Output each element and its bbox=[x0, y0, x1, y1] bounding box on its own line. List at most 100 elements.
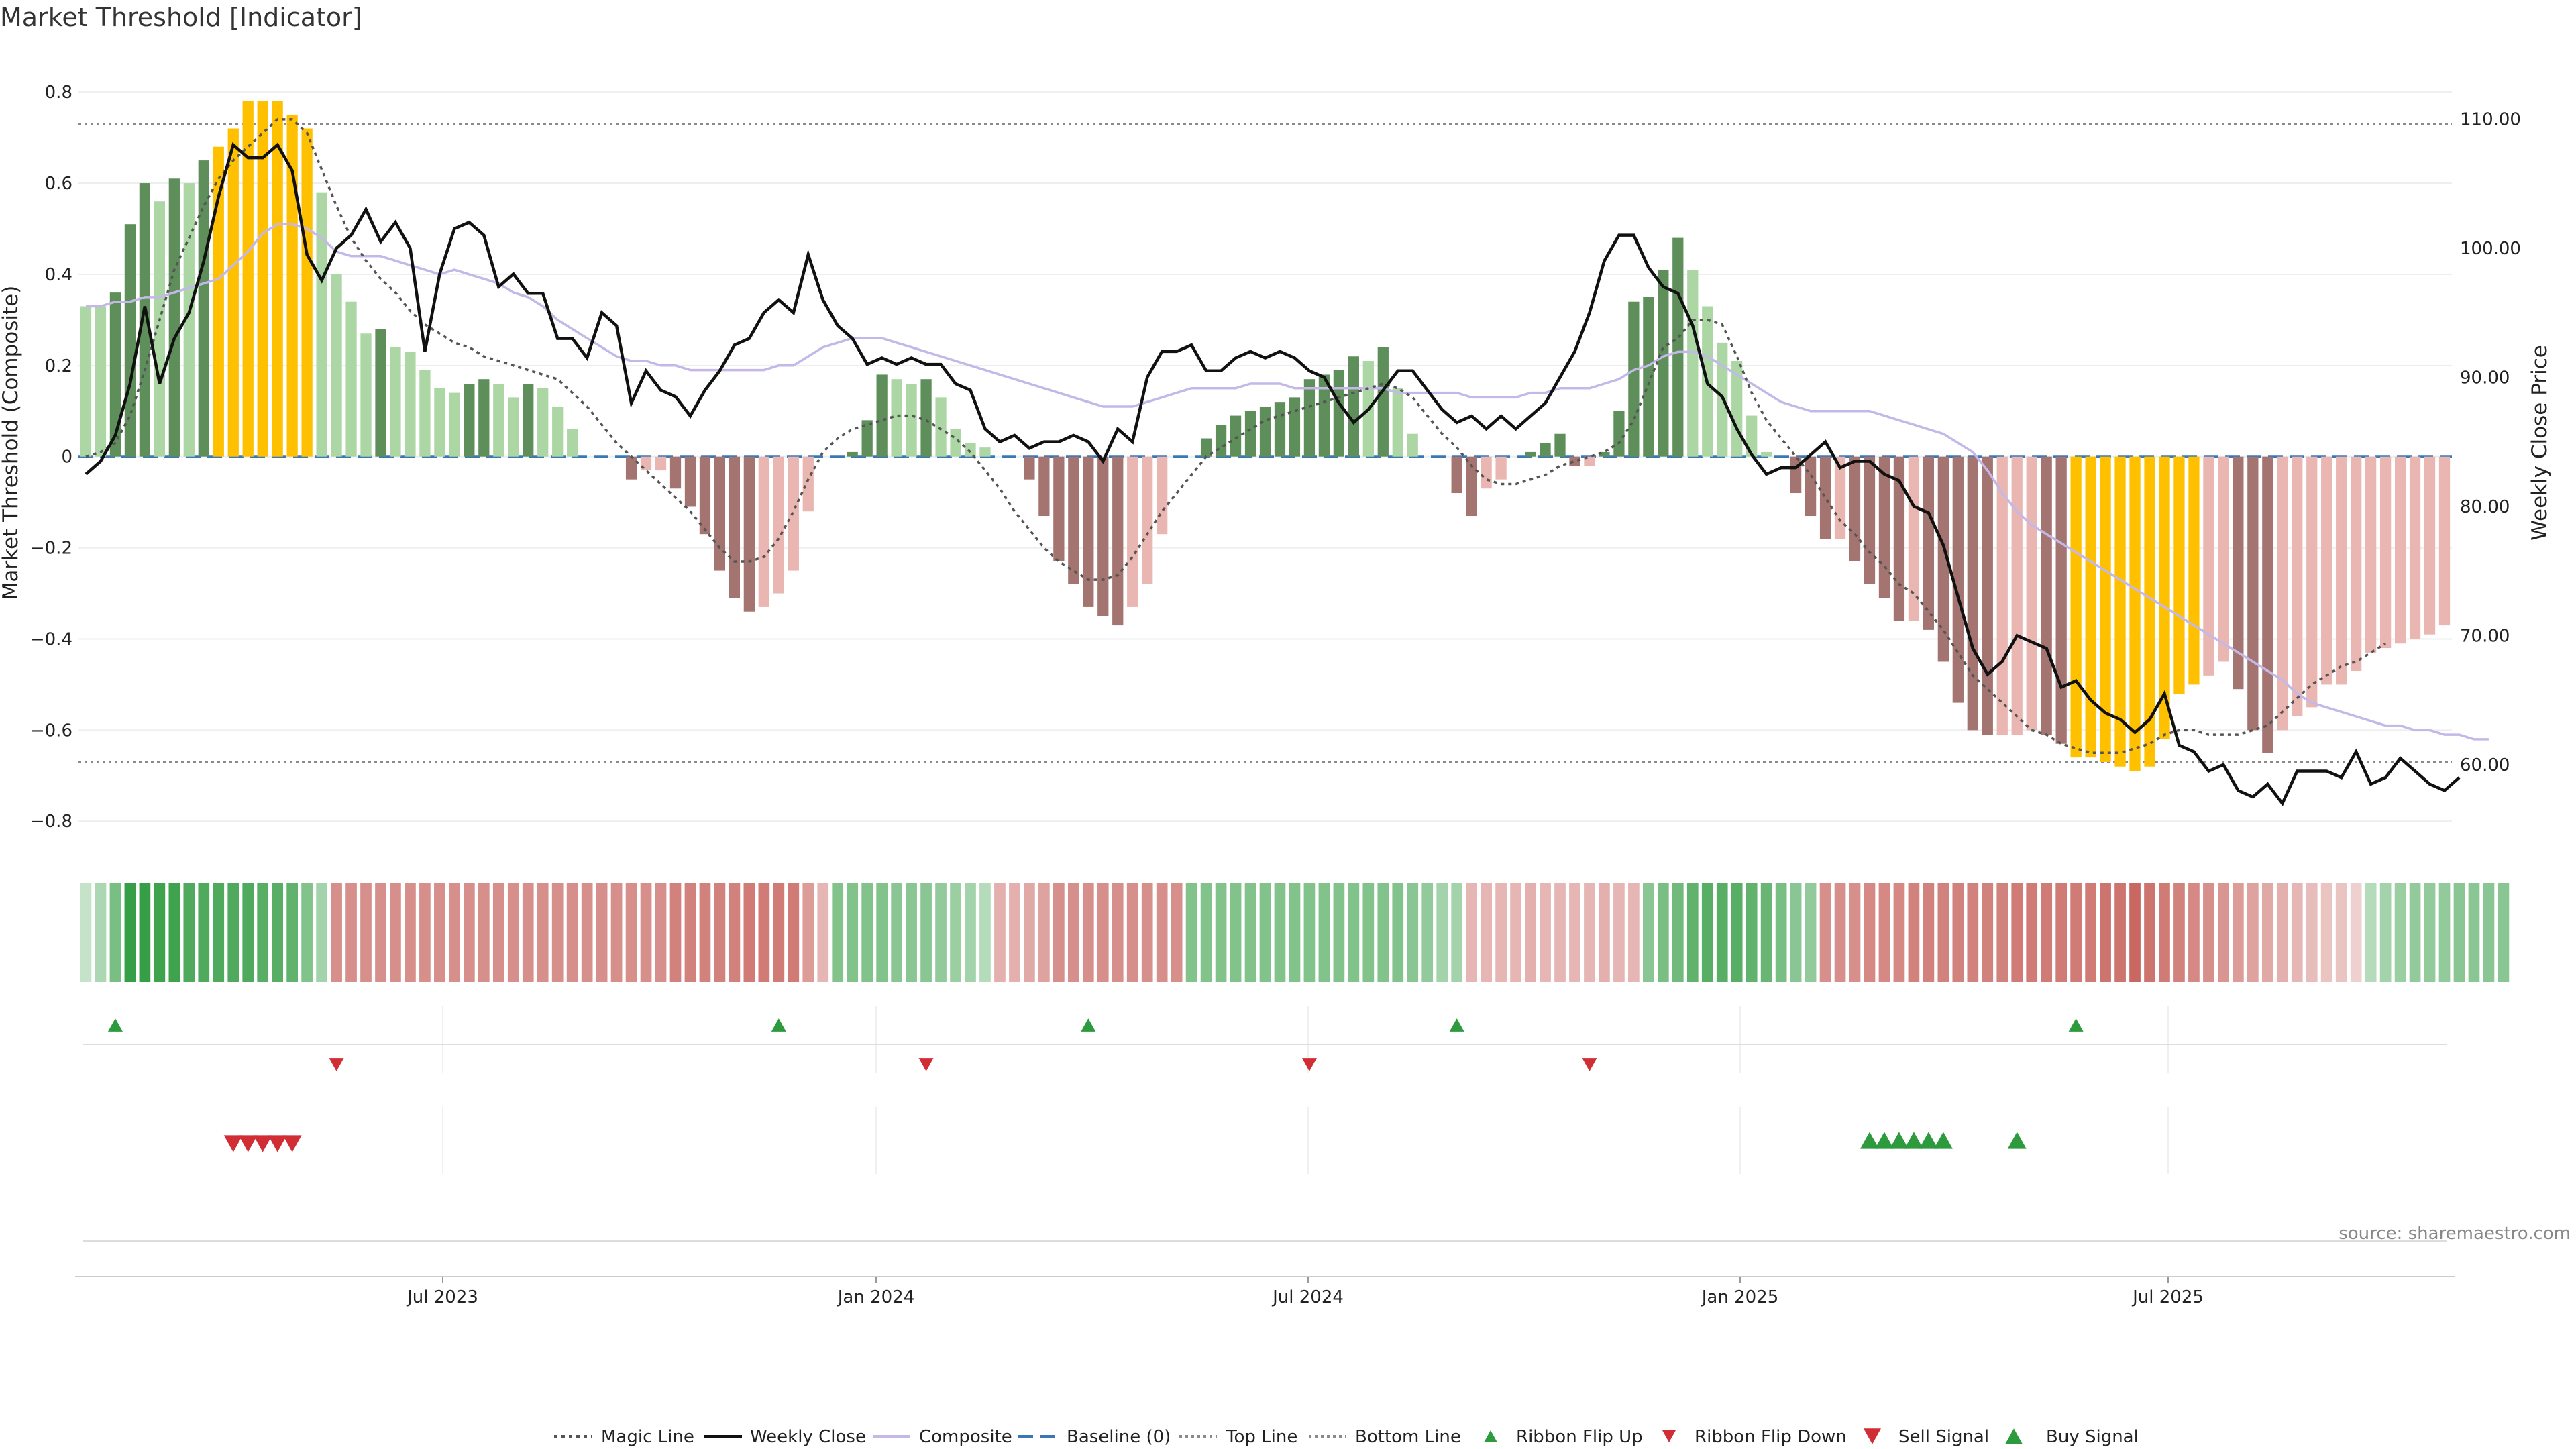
composite-bar bbox=[508, 397, 519, 457]
ribbon-cell bbox=[743, 883, 755, 982]
composite-bar bbox=[2055, 456, 2067, 744]
ribbon-cell bbox=[1141, 883, 1153, 982]
y-ticks-right: 110.00 100.00 90.00 80.00 70.00 60.00 bbox=[2460, 109, 2521, 775]
composite-bar bbox=[227, 128, 239, 457]
ribbon-cell bbox=[463, 883, 475, 982]
composite-bar bbox=[684, 456, 696, 507]
ribbon-cell bbox=[1540, 883, 1551, 982]
ribbon-cell bbox=[80, 883, 92, 982]
composite-bar bbox=[2292, 456, 2303, 716]
ribbon-cell bbox=[257, 883, 269, 982]
ribbon-cell bbox=[1672, 883, 1684, 982]
buy-signal-marker bbox=[1919, 1132, 1938, 1149]
composite-bar bbox=[2129, 456, 2141, 771]
ribbon-cell bbox=[1923, 883, 1935, 982]
ribbon-cell bbox=[331, 883, 342, 982]
composite-bar bbox=[876, 374, 888, 457]
composite-bar bbox=[552, 406, 564, 457]
composite-bar bbox=[567, 429, 578, 457]
legend: Magic Line Weekly Close Composite Baseline … bbox=[554, 1427, 2139, 1447]
signal-rows bbox=[83, 1006, 2447, 1242]
legend-label: Top Line bbox=[1226, 1427, 1297, 1447]
composite-bar bbox=[1142, 456, 1153, 584]
x-tick-label: Jul 2024 bbox=[1271, 1287, 1344, 1307]
ribbon-cell bbox=[2144, 883, 2155, 982]
ribbon-cell bbox=[124, 883, 136, 982]
composite-bar bbox=[2336, 456, 2347, 685]
composite-bar bbox=[405, 352, 416, 457]
ribbon-cell bbox=[1937, 883, 1949, 982]
ribbon-cell bbox=[1952, 883, 1964, 982]
ribbon-cell bbox=[1082, 883, 1094, 982]
composite-bar bbox=[1407, 433, 1418, 457]
ribbon-cell bbox=[1392, 883, 1404, 982]
ribbon-cell bbox=[478, 883, 490, 982]
ribbon-cell bbox=[2335, 883, 2347, 982]
legend-label: Sell Signal bbox=[1898, 1427, 1989, 1447]
ribbon-cell bbox=[2498, 883, 2510, 982]
ribbon-cell bbox=[286, 883, 298, 982]
composite-bar bbox=[1952, 456, 1964, 703]
ribbon-cell bbox=[655, 883, 667, 982]
composite-bar bbox=[1333, 370, 1345, 457]
y-tick-left: 0.4 bbox=[45, 265, 72, 285]
ribbon-cell bbox=[2261, 883, 2273, 982]
ribbon-cell bbox=[861, 883, 873, 982]
ribbon-cell bbox=[1171, 883, 1183, 982]
ribbon-flip-down-marker bbox=[1301, 1058, 1317, 1071]
ribbon-cell bbox=[213, 883, 225, 982]
composite-bar bbox=[1967, 456, 1978, 731]
ribbon-cell bbox=[1466, 883, 1478, 982]
ribbon-cell bbox=[817, 883, 829, 982]
ribbon-cell bbox=[1746, 883, 1758, 982]
composite-bars bbox=[80, 101, 2451, 771]
ribbon-cell bbox=[2306, 883, 2318, 982]
ribbon-cell bbox=[920, 883, 932, 982]
composite-bar bbox=[154, 201, 165, 457]
composite-bar bbox=[95, 306, 107, 457]
ribbon-cell bbox=[1805, 883, 1817, 982]
composite-bar bbox=[213, 146, 224, 457]
composite-bar bbox=[1466, 456, 1477, 517]
composite-bar bbox=[1746, 415, 1758, 457]
ribbon-cell bbox=[1525, 883, 1536, 982]
composite-bar bbox=[1878, 456, 1890, 598]
ribbon-cell bbox=[1893, 883, 1905, 982]
composite-bar bbox=[1259, 406, 1271, 457]
ribbon-cell bbox=[1760, 883, 1772, 982]
ribbon-cell bbox=[1362, 883, 1375, 982]
composite-bar bbox=[758, 456, 769, 607]
ribbon-cell bbox=[2100, 883, 2111, 982]
composite-bar bbox=[1805, 456, 1817, 517]
composite-bar bbox=[1540, 443, 1551, 457]
ribbon-cell bbox=[802, 883, 814, 982]
ribbon-cell bbox=[1377, 883, 1389, 982]
x-tick-label: Jul 2023 bbox=[406, 1287, 478, 1307]
composite-bar bbox=[124, 224, 136, 457]
x-tick-label: Jan 2024 bbox=[837, 1287, 915, 1307]
buy-signal-marker bbox=[1933, 1132, 1953, 1149]
composite-bar bbox=[2438, 456, 2451, 626]
ribbon-cell bbox=[669, 883, 682, 982]
composite-bar bbox=[1451, 456, 1462, 494]
composite-bar bbox=[714, 456, 726, 571]
composite-bar bbox=[375, 329, 386, 457]
ribbon-cell bbox=[1333, 883, 1345, 982]
ribbon-cell bbox=[2291, 883, 2303, 982]
composite-bar bbox=[2409, 456, 2421, 639]
ribbon-cell bbox=[449, 883, 460, 982]
y-tick-left: 0 bbox=[61, 447, 72, 468]
ribbon-cell bbox=[2026, 883, 2038, 982]
legend-label: Baseline (0) bbox=[1067, 1427, 1171, 1447]
y-tick-left: 0.6 bbox=[45, 174, 72, 194]
ribbon-cell bbox=[1200, 883, 1212, 982]
composite-bar bbox=[434, 388, 445, 457]
ribbon-cell bbox=[1731, 883, 1743, 982]
ribbon-cell bbox=[434, 883, 445, 982]
ribbon-cell bbox=[2320, 883, 2332, 982]
composite-bar bbox=[1157, 456, 1168, 535]
ribbon-cell bbox=[1421, 883, 1434, 982]
ribbon-cell bbox=[758, 883, 770, 982]
composite-bar bbox=[2011, 456, 2023, 735]
composite-bar bbox=[257, 101, 268, 457]
